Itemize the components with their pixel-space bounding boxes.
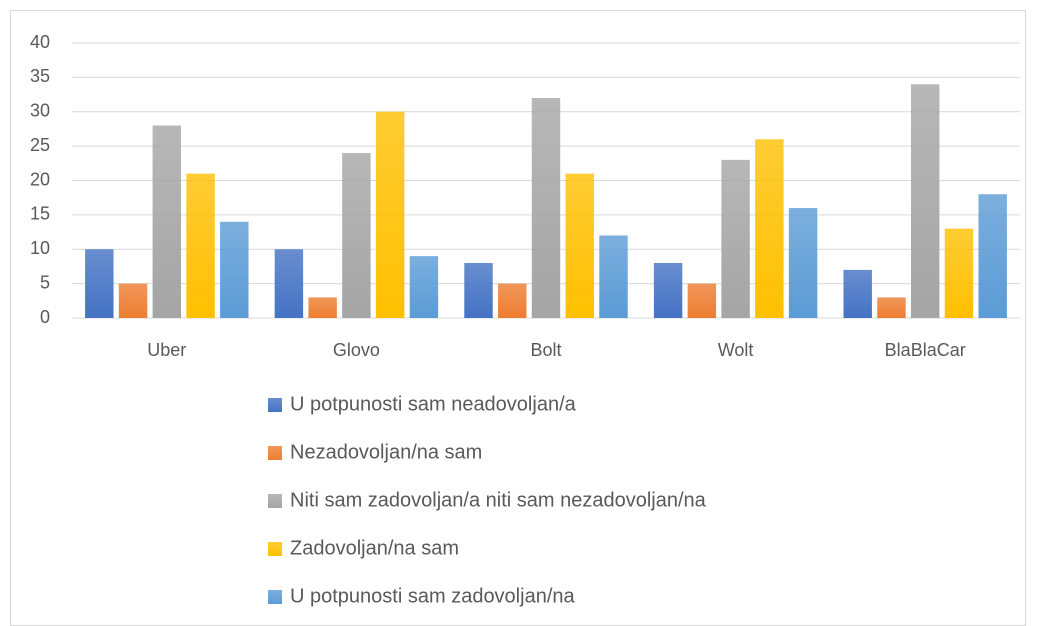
bar [910, 84, 940, 318]
legend-label: U potpunosti sam neadovoljan/a [290, 393, 577, 415]
x-tick-label: BlaBlaCar [885, 340, 966, 360]
y-tick-label: 40 [30, 32, 50, 52]
bar [118, 283, 148, 318]
y-tick-label: 25 [30, 135, 50, 155]
legend-swatch [268, 590, 282, 604]
bar [220, 221, 249, 318]
y-tick-label: 10 [30, 238, 50, 258]
bar [308, 297, 337, 318]
bar [843, 269, 872, 318]
legend-swatch [268, 446, 282, 460]
legend: U potpunosti sam neadovoljan/a Nezadovolj… [268, 393, 707, 607]
x-tick-label: Glovo [333, 340, 380, 360]
bar [755, 139, 784, 318]
y-tick-label: 35 [30, 66, 50, 86]
legend-label: U potpunosti sam zadovoljan/na [290, 585, 575, 607]
bar [186, 173, 215, 318]
bar [531, 98, 561, 318]
x-tick-label: Bolt [530, 340, 561, 360]
legend-swatch [268, 542, 282, 556]
y-tick-label: 5 [40, 272, 50, 292]
bar [653, 263, 683, 318]
bar [565, 173, 594, 318]
bar [944, 228, 974, 318]
bar [978, 194, 1007, 318]
bar [409, 256, 439, 318]
legend-swatch [268, 398, 282, 412]
legend-label: Nezadovoljan/na sam [290, 441, 482, 463]
bar [498, 283, 527, 318]
bar [152, 125, 182, 318]
bar [877, 297, 906, 318]
x-tick-label: Uber [147, 340, 186, 360]
bar [788, 208, 818, 318]
y-tick-label: 30 [30, 101, 50, 121]
legend-swatch [268, 494, 282, 508]
bar [375, 111, 405, 318]
bar [687, 283, 717, 318]
legend-label: Zadovoljan/na sam [290, 537, 459, 559]
y-tick-label: 20 [30, 169, 50, 189]
bar [721, 159, 750, 318]
bar [274, 249, 304, 318]
y-tick-label: 0 [40, 307, 50, 327]
x-tick-label: Wolt [718, 340, 754, 360]
bar [599, 235, 628, 318]
bar [464, 263, 493, 318]
bar [342, 153, 371, 318]
bar [85, 249, 114, 318]
legend-label: Niti sam zadovoljan/a niti sam nezadovol… [290, 489, 707, 511]
y-tick-label: 15 [30, 204, 50, 224]
